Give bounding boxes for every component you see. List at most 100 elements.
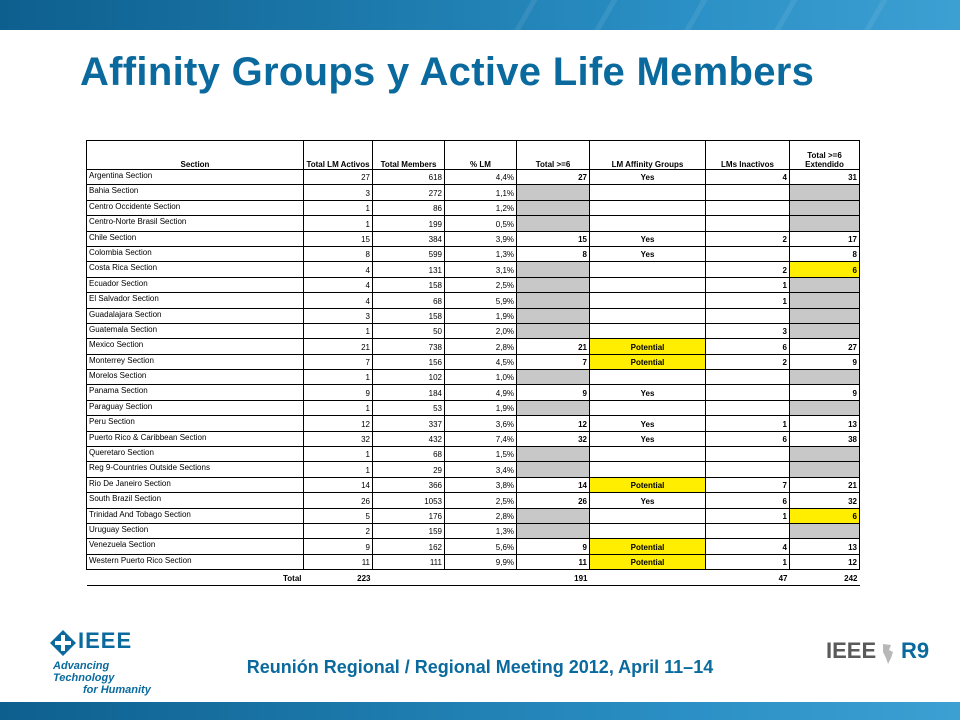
table-cell <box>789 276 860 294</box>
table-cell: 5,6% <box>444 538 517 555</box>
table-cell: 4 <box>303 276 373 294</box>
table-cell: 7 <box>705 476 790 494</box>
table-cell: 9 <box>303 384 373 401</box>
section-name-cell: Trinidad And Tobago Section <box>86 507 304 524</box>
table-cell: 384 <box>372 230 445 247</box>
table-cell <box>589 276 706 294</box>
table-cell: 1 <box>303 369 373 386</box>
table-cell <box>516 261 590 278</box>
table-cell <box>516 322 590 340</box>
table-cell: 3,8% <box>444 476 517 494</box>
table-cell <box>589 399 706 417</box>
table-cell: 176 <box>372 507 445 524</box>
ieee-tagline: Advancing Technology for Humanity <box>53 660 173 696</box>
column-header: % LM <box>444 140 517 170</box>
table-cell: Potential <box>589 353 706 371</box>
table-cell: 1 <box>303 199 373 217</box>
table-row: Bahia Section 3 272 1,1% <box>86 184 860 201</box>
section-name-cell: Colombia Section <box>86 245 304 263</box>
table-cell: 26 <box>516 492 590 509</box>
section-name-cell: Chile Section <box>86 230 304 247</box>
table-cell <box>589 215 706 232</box>
section-name-cell: Venezuela Section <box>86 538 304 555</box>
table-cell <box>516 522 590 540</box>
table-cell: 15 <box>303 230 373 247</box>
table-cell: 9,9% <box>444 553 517 571</box>
table-cell <box>516 507 590 524</box>
table-cell: 9 <box>516 538 590 555</box>
table-cell: 68 <box>372 446 445 463</box>
table-cell: 1 <box>303 461 373 478</box>
ieee-diamond-icon <box>50 630 76 656</box>
table-cell: 1 <box>705 507 790 524</box>
table-cell: 6 <box>705 492 790 509</box>
table-cell <box>589 461 706 478</box>
section-name-cell: Reg 9-Countries Outside Sections <box>86 461 304 478</box>
table-cell: 1 <box>705 415 790 432</box>
table-cell: 32 <box>789 492 860 509</box>
table-row: Costa Rica Section 4 131 3,1% 2 6 <box>86 261 860 278</box>
table-cell: Potential <box>589 476 706 494</box>
table-cell: 3,4% <box>444 461 517 478</box>
table-cell: 1053 <box>372 492 445 509</box>
total-cell: 223 <box>303 569 373 586</box>
table-row: South Brazil Section 26 1053 2,5% 26 Yes 6 32 <box>86 492 860 509</box>
table-body: Argentina Section 27 618 4,4% 27 Yes 4 31 Bahia … <box>86 168 860 586</box>
table-cell: 2 <box>705 230 790 247</box>
tagline-line-1: Advancing Technology <box>53 660 115 684</box>
table-cell: 1,9% <box>444 399 517 417</box>
column-header: Total >=6 Extendido <box>789 140 860 170</box>
section-name-cell: Bahia Section <box>86 184 304 201</box>
section-name-cell: Argentina Section <box>86 168 304 186</box>
table-cell: 8 <box>516 245 590 263</box>
total-cell <box>444 569 517 586</box>
table-cell <box>516 215 590 232</box>
section-name-cell: Uruguay Section <box>86 522 304 540</box>
table-row: Centro Occidente Section 1 86 1,2% <box>86 199 860 217</box>
table-cell: 53 <box>372 399 445 417</box>
section-name-cell: Guatemala Section <box>86 322 304 340</box>
table-cell: 1,3% <box>444 522 517 540</box>
table-cell: 4 <box>705 538 790 555</box>
table-cell: 131 <box>372 261 445 278</box>
table-cell: 7 <box>303 353 373 371</box>
table-cell: 11 <box>303 553 373 571</box>
table-cell: 3,9% <box>444 230 517 247</box>
table-cell: Yes <box>589 415 706 432</box>
table-cell: 12 <box>516 415 590 432</box>
table-cell: 9 <box>789 353 860 371</box>
table-cell <box>516 307 590 324</box>
table-cell <box>789 215 860 232</box>
meeting-footer: Reunión Regional / Regional Meeting 2012… <box>246 657 714 677</box>
ieee-r9-logo: IEEE R9 <box>826 638 929 666</box>
table-cell: 68 <box>372 292 445 309</box>
table-cell: 2 <box>303 522 373 540</box>
column-header: Section <box>86 140 304 170</box>
table-cell: 159 <box>372 522 445 540</box>
table-cell: Yes <box>589 430 706 448</box>
table-cell <box>705 215 790 232</box>
table-cell: 2,8% <box>444 338 517 355</box>
table-cell: 599 <box>372 245 445 263</box>
table-cell: 11 <box>516 553 590 571</box>
r9-label: R9 <box>901 638 930 663</box>
table-row: Mexico Section 21 738 2,8% 21 Potential 6 27 <box>86 338 860 355</box>
table-cell: 366 <box>372 476 445 494</box>
table-cell: 21 <box>789 476 860 494</box>
table-cell: 432 <box>372 430 445 448</box>
table-cell <box>789 522 860 540</box>
table-row: Trinidad And Tobago Section 5 176 2,8% 1 6 <box>86 507 860 524</box>
table-cell: Potential <box>589 538 706 555</box>
table-cell: 7,4% <box>444 430 517 448</box>
table-cell: 32 <box>303 430 373 448</box>
table-cell: Yes <box>589 168 706 186</box>
table-cell: Yes <box>589 384 706 401</box>
table-cell: 162 <box>372 538 445 555</box>
table-cell: 86 <box>372 199 445 217</box>
total-row: Total 223 191 47 242 <box>86 569 860 586</box>
table-row: Western Puerto Rico Section 11 111 9,9% 11 Po… <box>86 553 860 571</box>
table-cell: 32 <box>516 430 590 448</box>
table-cell: 4 <box>705 168 790 186</box>
table-cell: 4,5% <box>444 353 517 371</box>
table-cell: Potential <box>589 338 706 355</box>
